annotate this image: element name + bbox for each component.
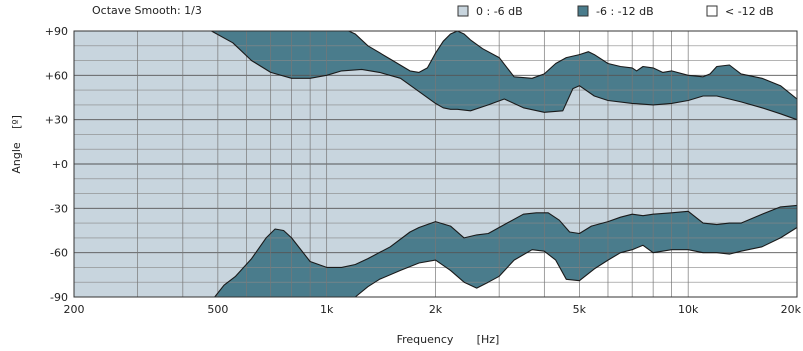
plot-frame xyxy=(73,30,798,298)
lower-6db-line xyxy=(74,204,798,298)
x-tick-label: 200 xyxy=(64,303,85,316)
x-axis-ticks: 200 500 1k 2k 5k 10k 20k xyxy=(64,303,802,316)
chart-title: Octave Smooth: 1/3 xyxy=(92,4,202,17)
x-tick-label: 10k xyxy=(678,303,699,316)
y-axis-label: Angle xyxy=(10,142,23,174)
x-tick-label: 1k xyxy=(320,303,334,316)
legend-item-0to6: 0 : -6 dB xyxy=(457,5,523,18)
contour-lines xyxy=(74,30,798,298)
x-tick-label: 5k xyxy=(573,303,587,316)
x-tick-label: 500 xyxy=(207,303,228,316)
y-tick-label: +30 xyxy=(45,114,68,127)
lower-12db-line xyxy=(354,227,798,298)
legend-label-0to6: 0 : -6 dB xyxy=(476,5,523,18)
upper-6db-line xyxy=(74,30,798,121)
legend-swatch-light xyxy=(457,5,469,17)
y-tick-label: -60 xyxy=(50,247,68,260)
legend-swatch-dark xyxy=(577,5,589,17)
y-tick-label: -90 xyxy=(50,291,68,304)
x-axis-unit: [Hz] xyxy=(477,333,500,346)
y-axis-ticks: +90 +60 +30 +0 -30 -60 -90 xyxy=(45,25,68,304)
x-tick-label: 20k xyxy=(781,303,802,316)
legend: 0 : -6 dB -6 : -12 dB < -12 dB xyxy=(457,5,774,18)
legend-item-6to12: -6 : -12 dB xyxy=(577,5,654,18)
y-tick-label: +90 xyxy=(45,25,68,38)
y-axis-unit: [º] xyxy=(10,115,23,129)
y-tick-label: -30 xyxy=(50,202,68,215)
y-tick-label: +60 xyxy=(45,69,68,82)
legend-item-below12: < -12 dB xyxy=(706,5,774,18)
x-axis-label: Frequency xyxy=(397,333,454,346)
legend-label-6to12: -6 : -12 dB xyxy=(596,5,654,18)
y-tick-label: +0 xyxy=(52,158,68,171)
upper-12db-line xyxy=(348,30,798,100)
legend-label-below12: < -12 dB xyxy=(725,5,774,18)
legend-swatch-white xyxy=(706,5,718,17)
x-tick-label: 2k xyxy=(429,303,443,316)
